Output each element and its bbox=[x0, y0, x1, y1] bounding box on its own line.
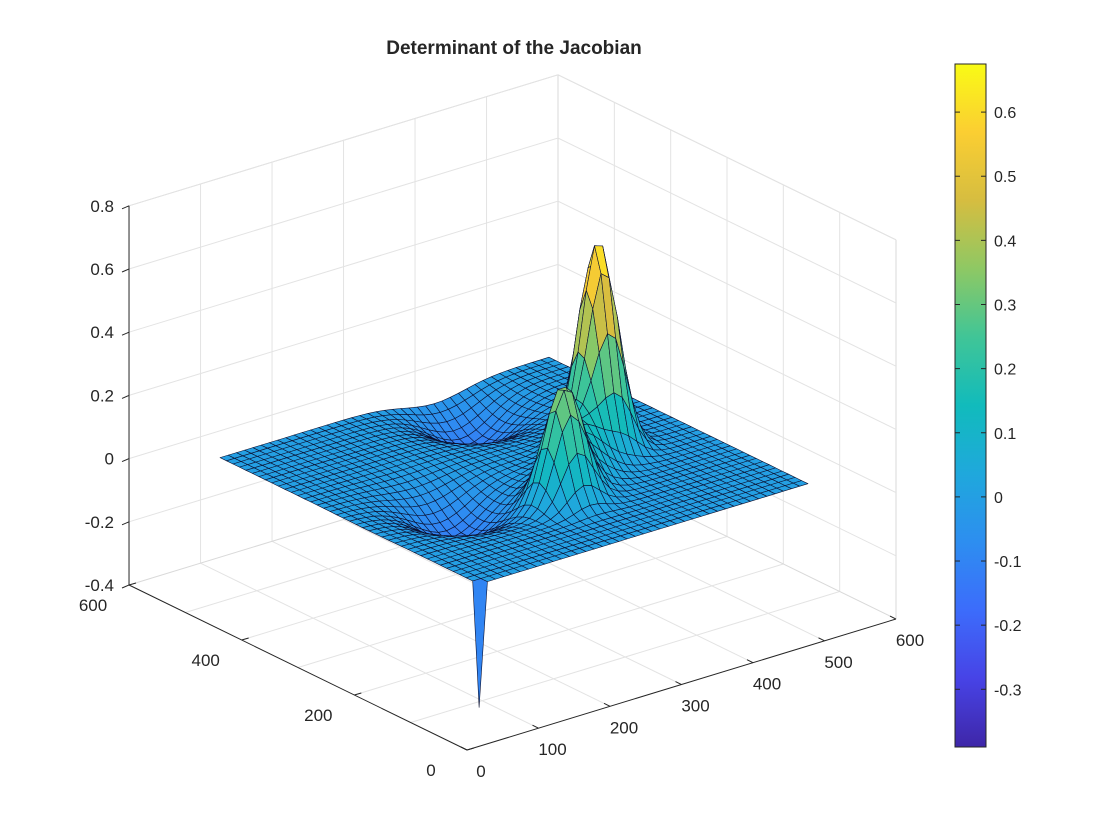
y-tick-label: 600 bbox=[79, 596, 107, 615]
grid-lines bbox=[128, 74, 897, 729]
z-tick-label: 0.4 bbox=[90, 323, 114, 342]
colorbar-tick-label: 0 bbox=[994, 490, 1003, 507]
grid-line bbox=[354, 563, 784, 696]
z-tick-mark bbox=[121, 584, 130, 589]
chart-title: Determinant of the Jacobian bbox=[386, 38, 642, 59]
y-tick-label: 400 bbox=[191, 651, 219, 670]
x-tick-mark bbox=[818, 637, 825, 642]
y-tick-mark bbox=[241, 637, 249, 641]
y-tick-label: 0 bbox=[426, 761, 435, 780]
y-tick-mark bbox=[128, 582, 137, 586]
z-tick-label: 0 bbox=[105, 450, 114, 469]
x-tick-label: 200 bbox=[610, 718, 638, 737]
x-tick-mark bbox=[460, 746, 468, 751]
colorbar-gradient bbox=[954, 63, 987, 748]
x-tick-mark bbox=[675, 681, 682, 685]
y-tick-mark bbox=[354, 692, 362, 696]
x-tick-mark bbox=[746, 659, 754, 664]
z-tick-mark bbox=[121, 458, 130, 463]
x-tick-label: 400 bbox=[753, 675, 781, 694]
z-tick-label: -0.2 bbox=[85, 513, 114, 532]
colorbar-tick-label: 0.3 bbox=[994, 297, 1016, 314]
x-tick-label: 0 bbox=[476, 762, 485, 781]
surface-patch bbox=[792, 480, 809, 487]
grid-line bbox=[128, 263, 897, 430]
colorbar-tick-label: -0.3 bbox=[994, 682, 1022, 699]
colorbar-tick-label: 0.1 bbox=[994, 426, 1016, 443]
surface-plot bbox=[219, 245, 809, 708]
y-axis-line bbox=[128, 584, 468, 751]
colorbar-tick-label: 0.6 bbox=[994, 105, 1016, 122]
z-tick-mark bbox=[121, 521, 130, 526]
colorbar-tick-label: 0.2 bbox=[994, 362, 1016, 379]
z-tick-label: 0.8 bbox=[90, 197, 114, 216]
x-tick-label: 100 bbox=[538, 740, 566, 759]
grid-line bbox=[128, 137, 897, 304]
z-tick-mark bbox=[121, 268, 130, 273]
z-tick-mark bbox=[121, 205, 130, 210]
x-tick-label: 500 bbox=[824, 653, 852, 672]
colorbar: -0.3 -0.2 -0.1 0 0.1 0.2 0.3 0.4 0.5 0.6 bbox=[954, 63, 1022, 748]
y-tick-mark bbox=[466, 747, 475, 751]
grid-line bbox=[128, 74, 897, 241]
grid-line bbox=[410, 591, 840, 723]
x-tick-mark bbox=[532, 724, 539, 729]
x-tick-mark bbox=[889, 615, 897, 620]
colorbar-tick-label: 0.4 bbox=[994, 233, 1016, 250]
grid-line bbox=[128, 327, 897, 494]
colorbar-tick-label: -0.1 bbox=[994, 554, 1022, 571]
grid-line bbox=[128, 200, 897, 367]
z-tick-mark bbox=[121, 331, 130, 336]
z-tick-label: -0.4 bbox=[85, 576, 114, 595]
tick-labels: 01002003004005006000200400600-0.4-0.200.… bbox=[79, 197, 924, 781]
y-tick-label: 200 bbox=[304, 706, 332, 725]
x-tick-mark bbox=[603, 702, 611, 707]
colorbar-tick-label: -0.2 bbox=[994, 618, 1022, 635]
z-tick-label: 0.2 bbox=[90, 386, 114, 405]
colorbar-tick-label: 0.5 bbox=[994, 169, 1016, 186]
grid-line bbox=[297, 536, 728, 668]
z-tick-mark bbox=[121, 394, 130, 399]
surface-patch bbox=[472, 578, 488, 708]
x-tick-label: 300 bbox=[681, 697, 709, 716]
z-tick-label: 0.6 bbox=[90, 260, 114, 279]
x-tick-label: 600 bbox=[896, 631, 924, 650]
